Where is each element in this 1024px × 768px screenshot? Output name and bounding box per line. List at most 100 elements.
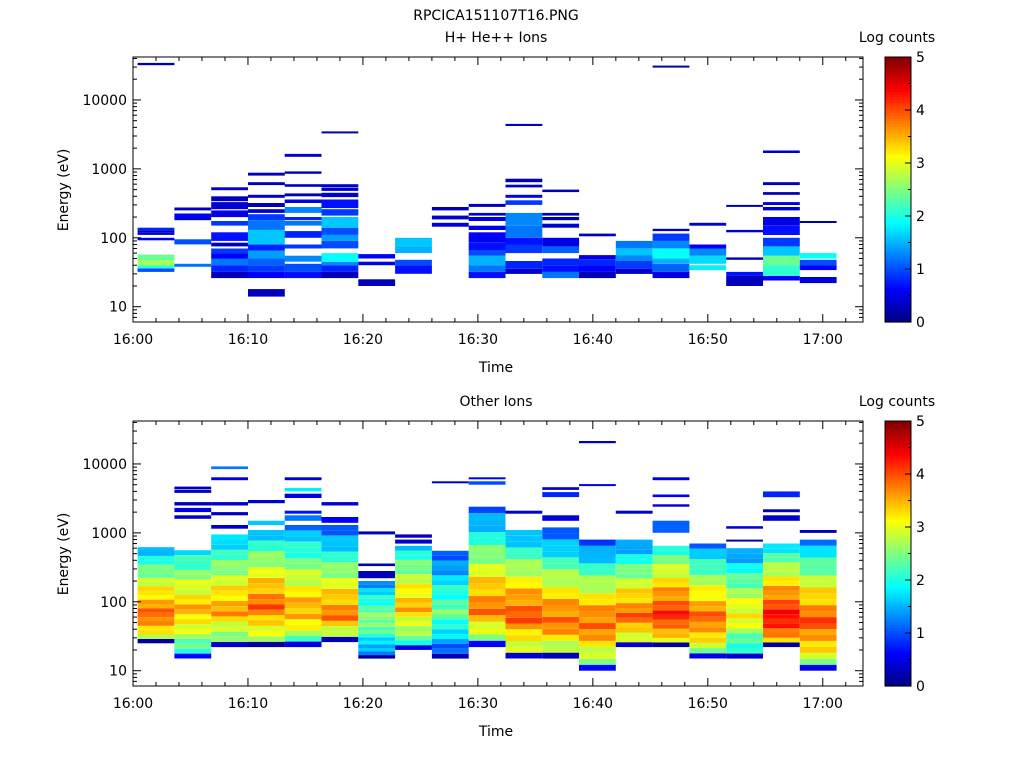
- heatmap-cell: [284, 552, 322, 559]
- heatmap-cell: [321, 502, 359, 506]
- heatmap-cell: [763, 265, 800, 276]
- heatmap-cell: [579, 259, 616, 266]
- heatmap-cell: [211, 232, 248, 241]
- heatmap-cell: [174, 550, 212, 556]
- panel2-heatmap: [137, 441, 837, 671]
- heatmap-cell: [726, 257, 763, 260]
- heatmap-cell: [137, 638, 175, 644]
- heatmap-cell: [468, 545, 506, 552]
- heatmap-cell: [211, 187, 248, 191]
- heatmap-cell: [137, 230, 175, 233]
- heatmap-cell: [211, 601, 248, 607]
- colorbar-swatch: [885, 308, 911, 312]
- heatmap-cell: [211, 258, 248, 266]
- colorbar-swatch: [885, 587, 911, 592]
- colorbar-swatch: [885, 471, 911, 475]
- heatmap-cell: [542, 258, 580, 266]
- heatmap-cell: [321, 227, 359, 235]
- heatmap-cell: [542, 223, 580, 228]
- heatmap-cell: [799, 539, 837, 546]
- heatmap-cell: [542, 487, 580, 490]
- colorbar-swatch: [885, 184, 911, 188]
- heatmap-cell: [799, 569, 837, 576]
- colorbar-swatch: [885, 189, 911, 193]
- panel1-x-label: Time: [478, 360, 513, 376]
- colorbar-swatch: [885, 540, 911, 544]
- heatmap-cell: [505, 652, 543, 659]
- panel1-axes: 16:00 16:10 16:20 16:30 16:40 16:50 17:00 10 100…: [82, 57, 863, 348]
- heatmap-cell: [689, 606, 727, 612]
- heatmap-cell: [579, 563, 616, 570]
- colorbar-swatch: [885, 263, 911, 267]
- heatmap-cell: [284, 536, 322, 542]
- heatmap-cell: [211, 525, 248, 529]
- heatmap-cell: [321, 217, 359, 228]
- heatmap-cell: [468, 481, 506, 485]
- heatmap-cell: [615, 559, 653, 564]
- heatmap-cell: [542, 581, 580, 588]
- heatmap-cell: [505, 225, 543, 238]
- heatmap-cell: [652, 258, 690, 264]
- colorbar-swatch: [885, 295, 911, 299]
- colorbar-swatch: [885, 276, 911, 281]
- heatmap-cell: [799, 221, 837, 223]
- heatmap-cell: [468, 250, 506, 256]
- colorbar-swatch: [885, 492, 911, 496]
- heatmap-cell: [689, 580, 727, 586]
- heatmap-cell: [726, 563, 763, 569]
- heatmap-cell: [468, 506, 506, 514]
- heatmap-cell: [799, 646, 837, 653]
- heatmap-cell: [395, 593, 432, 598]
- colorbar-swatch: [885, 216, 911, 220]
- heatmap-cell: [395, 612, 432, 617]
- x-tick-label: 17:00: [803, 696, 843, 712]
- heatmap-cell: [579, 640, 616, 647]
- y-tick-label: 10000: [82, 93, 127, 109]
- colorbar-swatch: [885, 152, 911, 156]
- heatmap-cell: [468, 615, 506, 622]
- heatmap-cell: [321, 131, 359, 134]
- heatmap-cell: [615, 583, 653, 589]
- heatmap-cell: [211, 570, 248, 576]
- colorbar-swatch: [885, 306, 911, 310]
- heatmap-cell: [395, 564, 432, 570]
- colorbar-swatch: [885, 231, 911, 236]
- heatmap-cell: [211, 512, 248, 516]
- heatmap-cell: [542, 527, 580, 534]
- heatmap-cell: [137, 569, 175, 574]
- heatmap-cell: [395, 550, 432, 556]
- heatmap-cell: [284, 171, 322, 174]
- heatmap-cell: [248, 540, 285, 546]
- heatmap-cell: [137, 254, 175, 261]
- heatmap-cell: [137, 577, 175, 583]
- heatmap-cell: [579, 557, 616, 564]
- colorbar-swatch: [885, 532, 911, 536]
- heatmap-cell: [542, 604, 580, 611]
- colorbar-tick-label: 3: [916, 156, 925, 172]
- colorbar-tick-label: 4: [916, 103, 925, 119]
- heatmap-cell: [579, 441, 616, 444]
- heatmap-cell: [174, 643, 212, 649]
- heatmap-cell: [431, 585, 469, 590]
- colorbar-swatch: [885, 447, 911, 451]
- colorbar-swatch: [885, 646, 911, 650]
- colorbar-tick-label: 1: [916, 262, 925, 278]
- heatmap-cell: [431, 614, 469, 620]
- heatmap-cell: [248, 289, 285, 297]
- heatmap-cell: [137, 625, 175, 631]
- heatmap-cell: [726, 568, 763, 574]
- heatmap-cell: [579, 593, 616, 600]
- colorbar-swatch: [885, 569, 911, 573]
- colorbar-swatch: [885, 170, 911, 175]
- heatmap-cell: [321, 615, 359, 621]
- colorbar-swatch: [885, 561, 911, 565]
- heatmap-cell: [542, 628, 580, 635]
- panel1-y-label: Energy (eV): [56, 149, 72, 232]
- heatmap-cell: [321, 631, 359, 637]
- heatmap-cell: [763, 202, 800, 205]
- colorbar-swatch: [885, 678, 911, 682]
- heatmap-cell: [763, 571, 800, 577]
- colorbar-swatch: [885, 269, 911, 273]
- heatmap-cell: [174, 507, 212, 513]
- heatmap-cell: [542, 246, 580, 254]
